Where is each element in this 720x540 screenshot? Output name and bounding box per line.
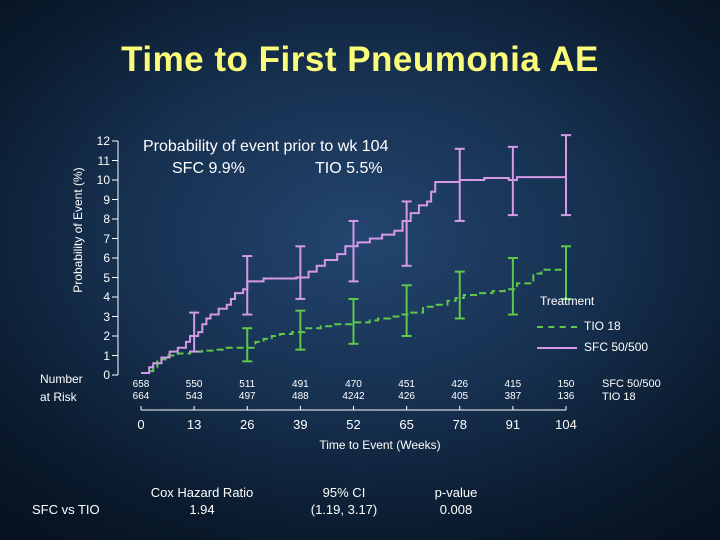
y-tick-label: 7 (103, 231, 110, 246)
legend-label-sfc: SFC 50/500 (584, 340, 649, 354)
number-at-risk-line1: Number (40, 372, 83, 386)
risk-value-sfc: 511 (239, 379, 256, 390)
chart-title: Time to First Pneumonia AE (121, 40, 599, 79)
x-tick-label: 104 (555, 417, 577, 432)
risk-cell: 511 497 (222, 379, 272, 403)
hr-value: 1.94 (189, 502, 215, 517)
x-tick-label: 26 (240, 417, 255, 432)
risk-value-tio: 664 (132, 391, 150, 402)
x-tick-label: 91 (505, 417, 521, 432)
y-tick-label: 8 (103, 212, 110, 226)
legend-title: Treatment (540, 294, 595, 308)
risk-cell: 150 136 (541, 379, 591, 403)
x-tick-label: 78 (452, 417, 467, 432)
risk-value-sfc: 150 (557, 379, 575, 390)
x-tick-label: 0 (137, 417, 145, 432)
annotation-line1: Probability of event prior to wk 104 (143, 138, 389, 155)
stats-row-label: SFC vs TIO (32, 502, 100, 517)
risk-table-legend: SFC 50/500 TIO 18 (602, 378, 661, 404)
x-tick-label: 39 (293, 417, 308, 432)
risk-value-tio: 4242 (342, 391, 365, 402)
y-tick-label: 2 (103, 329, 110, 343)
hr-label: Cox Hazard Ratio (150, 485, 254, 500)
stat-ci: 95% CI (1.19, 3.17) (274, 484, 414, 518)
number-at-risk-label: Number at Risk (40, 370, 83, 406)
risk-cell: 451 426 (382, 379, 432, 403)
risk-cell: 426 405 (435, 379, 485, 403)
y-tick-label: 9 (103, 192, 110, 207)
number-at-risk-line2: at Risk (40, 390, 77, 404)
risk-value-tio: 488 (292, 391, 309, 402)
p-label: p-value (434, 485, 478, 500)
risk-cell: 491 488 (275, 379, 325, 403)
y-tick-label: 6 (103, 251, 110, 265)
risk-value-sfc: 470 (345, 379, 362, 390)
risk-value-sfc: 491 (292, 379, 309, 390)
ci-value: (1.19, 3.17) (310, 502, 378, 517)
x-tick-label: 65 (399, 417, 414, 432)
series-line-sfc (141, 176, 566, 375)
y-tick-label: 4 (103, 290, 110, 304)
risk-value-sfc: 426 (451, 379, 469, 390)
risk-cell: 470 4242 (329, 379, 379, 403)
y-tick-label: 10 (96, 173, 110, 187)
risk-legend-tio: TIO 18 (602, 391, 636, 403)
y-tick-label: 12 (96, 134, 110, 148)
risk-value-sfc: 658 (132, 379, 150, 390)
y-tick-label: 3 (103, 309, 110, 324)
legend-label-tio: TIO 18 (584, 319, 621, 333)
y-tick-label: 11 (97, 153, 110, 168)
risk-value-tio: 136 (557, 391, 575, 402)
x-axis-label: Time to Event (Weeks) (319, 438, 441, 452)
legend-swatch-tio (537, 326, 577, 328)
y-tick-label: 5 (103, 270, 110, 285)
stat-hazard-ratio: Cox Hazard Ratio 1.94 (132, 484, 272, 518)
risk-cell: 658 664 (116, 379, 166, 403)
risk-value-tio: 426 (398, 391, 415, 402)
x-tick-label: 13 (186, 417, 202, 432)
p-value: 0.008 (439, 502, 473, 517)
y-tick-label: 1 (103, 348, 110, 363)
legend-swatch-sfc (537, 347, 577, 349)
y-tick-label: 0 (103, 368, 110, 382)
risk-value-tio: 405 (451, 391, 469, 402)
x-tick-label: 52 (346, 417, 361, 432)
ci-label: 95% CI (322, 485, 366, 500)
risk-legend-sfc: SFC 50/500 (602, 378, 661, 390)
risk-value-sfc: 451 (398, 379, 415, 390)
annotation-tio: TIO 5.5% (315, 160, 383, 177)
risk-value-tio: 497 (238, 391, 256, 402)
stat-p-value: p-value 0.008 (386, 484, 526, 518)
risk-cell: 550 543 (169, 379, 219, 403)
risk-value-tio: 543 (185, 391, 203, 402)
risk-value-sfc: 550 (185, 379, 203, 390)
risk-value-sfc: 415 (504, 379, 522, 390)
annotation-sfc: SFC 9.9% (172, 160, 245, 177)
risk-value-tio: 387 (504, 391, 522, 402)
risk-cell: 415 387 (488, 379, 538, 403)
